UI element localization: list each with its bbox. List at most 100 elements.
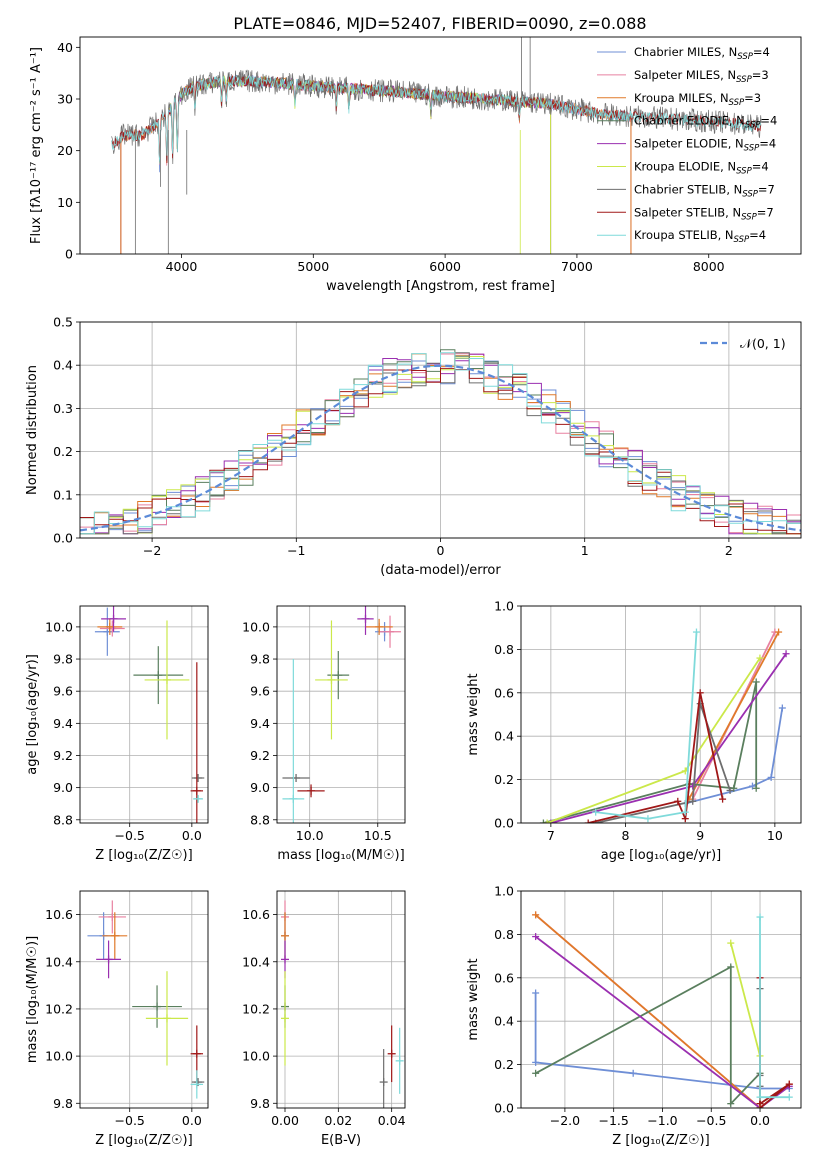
series-line <box>595 703 731 823</box>
panel-spectrum: 4000 5000 6000 7000 8000 0 10 20 30 40 wavelength … <box>29 36 802 294</box>
tick-label-x: −1.5 <box>599 1113 629 1128</box>
axis-label-x: mass [log₁₀(M/M☉)] <box>277 848 404 863</box>
tick-label-y: 9.0 <box>53 780 73 795</box>
axes-frame <box>79 36 802 255</box>
tick-label-y: 9.8 <box>53 652 73 667</box>
tick-label-y: 9.2 <box>53 748 73 763</box>
tick-label-x: −1 <box>287 543 305 558</box>
series-line <box>543 681 758 823</box>
axis-label-x: age [log₁₀(age/yr)] <box>601 848 722 863</box>
legend-label: Chabrier MILES, NSSP=4 <box>634 45 770 62</box>
tick-label-x: 1 <box>581 543 589 558</box>
tick-label-y: 1.0 <box>494 599 514 614</box>
tick-label-y: 10.6 <box>45 907 73 922</box>
plot-area <box>281 900 404 1108</box>
plot-area <box>80 349 801 535</box>
normal-curve <box>80 364 801 532</box>
axis-label-x: Z [log₁₀(Z/Z☉)] <box>95 848 192 863</box>
legend-label: Kroupa MILES, NSSP=3 <box>634 91 761 108</box>
tick-label-y: 1.0 <box>494 884 514 899</box>
tick-label-y: 30 <box>57 92 73 107</box>
tick-label-x: 4000 <box>166 259 198 274</box>
series-line <box>688 631 780 800</box>
panel-mass_vs_Z: −0.5 0.0 9.8 10.0 10.2 10.4 10.6 Z [log₁₀(Z/Z☉)… <box>25 890 209 1148</box>
axis-label-x: Z [log₁₀(Z/Z☉)] <box>612 1133 709 1148</box>
axis-label-x: E(B-V) <box>321 1133 361 1148</box>
tick-label-x: 8000 <box>693 259 725 274</box>
tick-label-y: 10.2 <box>45 1001 73 1016</box>
legend-label: Kroupa ELODIE, NSSP=4 <box>634 160 769 177</box>
legend-label: 𝒩(0, 1) <box>740 336 786 351</box>
tick-label-x: 7000 <box>561 259 593 274</box>
tick-label-x: 9 <box>696 828 704 843</box>
tick-label-x: 8 <box>622 828 630 843</box>
tick-label-y: 9.6 <box>250 684 270 699</box>
plot-area <box>94 606 205 823</box>
plot-area <box>282 606 401 823</box>
tick-label-x: 0.04 <box>378 1113 406 1128</box>
tick-label-x: 2 <box>725 543 733 558</box>
tick-label-x: 10.0 <box>296 828 324 843</box>
panel-age_vs_mass: 10.0 10.5 8.8 9.0 9.2 9.4 9.6 9.8 10.0 mass [log₁… <box>242 605 406 863</box>
axes-frame <box>276 890 406 1109</box>
panel-weight_vs_Z: −2.0 −1.5 −1.0 −0.5 0.0 0.0 0.2 0.4 0.6 0.8 1.0 Z [… <box>466 884 802 1148</box>
panel-mass_vs_EBV: 0.00 0.02 0.04 9.8 10.0 10.2 10.4 10.6 E(B-V) <box>242 890 406 1148</box>
legend: 𝒩(0, 1) <box>700 336 786 351</box>
panel-weight_vs_age: 7 8 9 10 0.0 0.2 0.4 0.6 0.8 1.0 age [log₁₀(age/yr… <box>466 599 802 863</box>
legend: Chabrier MILES, NSSP=4 Salpeter MILES, NS… <box>597 45 777 245</box>
axis-label-x: wavelength [Angstrom, rest frame] <box>326 279 555 294</box>
tick-label-x: 0.00 <box>271 1113 299 1128</box>
tick-label-x: −0.5 <box>115 1113 145 1128</box>
axis-label-y: mass [log₁₀(M/M☉)] <box>25 936 40 1063</box>
tick-label-x: 0.0 <box>750 1113 770 1128</box>
tick-label-x: 0 <box>437 543 445 558</box>
tick-label-y: 10.0 <box>45 1049 73 1064</box>
plot-area <box>111 37 762 254</box>
tick-label-y: 0.3 <box>53 401 73 416</box>
tick-label-y: 8.8 <box>53 812 73 827</box>
legend-label: Salpeter STELIB, NSSP=7 <box>634 205 774 222</box>
tick-label-x: 10 <box>767 828 783 843</box>
tick-label-y: 10.4 <box>45 954 73 969</box>
axis-label-y: mass weight <box>466 958 481 1040</box>
axis-label-y: mass weight <box>466 673 481 755</box>
axis-label-y: Flux [fλ10⁻¹⁷ erg cm⁻² s⁻¹ A⁻¹] <box>29 47 44 244</box>
histogram-step <box>80 352 801 535</box>
tick-label-x: −0.5 <box>696 1113 726 1128</box>
tick-label-y: 0.2 <box>53 444 73 459</box>
tick-label-x: 0.0 <box>182 828 202 843</box>
tick-label-y: 9.8 <box>250 1096 270 1111</box>
tick-label-x: 7 <box>547 828 555 843</box>
tick-label-y: 10.0 <box>242 619 270 634</box>
legend-label: Salpeter ELODIE, NSSP=4 <box>634 137 776 154</box>
tick-label-y: 0.6 <box>494 685 514 700</box>
tick-label-x: −2 <box>143 543 161 558</box>
tick-label-y: 0.6 <box>494 970 514 985</box>
tick-label-y: 40 <box>57 40 73 55</box>
spectrum-line <box>111 69 762 165</box>
axis-label-x: Z [log₁₀(Z/Z☉)] <box>95 1133 192 1148</box>
histogram-step <box>80 367 801 535</box>
tick-label-y: 9.6 <box>53 684 73 699</box>
tick-label-x: 0.0 <box>182 1113 202 1128</box>
tick-label-y: 0.4 <box>494 1014 514 1029</box>
axes-frame <box>276 605 406 824</box>
tick-label-x: 6000 <box>429 259 461 274</box>
series-line <box>546 657 761 823</box>
axis-label-x: (data-model)/error <box>380 563 501 578</box>
legend-label: Kroupa STELIB, NSSP=4 <box>634 228 766 245</box>
tick-label-y: 0.5 <box>53 315 73 330</box>
legend-label: Chabrier ELODIE, NSSP=4 <box>634 114 777 131</box>
axis-label-y: Normed distribution <box>25 365 40 495</box>
series-line <box>685 707 784 805</box>
tick-label-y: 0.2 <box>494 1057 514 1072</box>
tick-label-x: 5000 <box>297 259 329 274</box>
tick-label-y: 0.1 <box>53 487 73 502</box>
series-line <box>535 935 790 1108</box>
plot-area <box>539 628 790 823</box>
tick-label-y: 20 <box>57 143 73 158</box>
axes-frame <box>79 890 209 1109</box>
tick-label-y: 9.4 <box>53 716 73 731</box>
tick-label-y: 10.4 <box>242 954 270 969</box>
